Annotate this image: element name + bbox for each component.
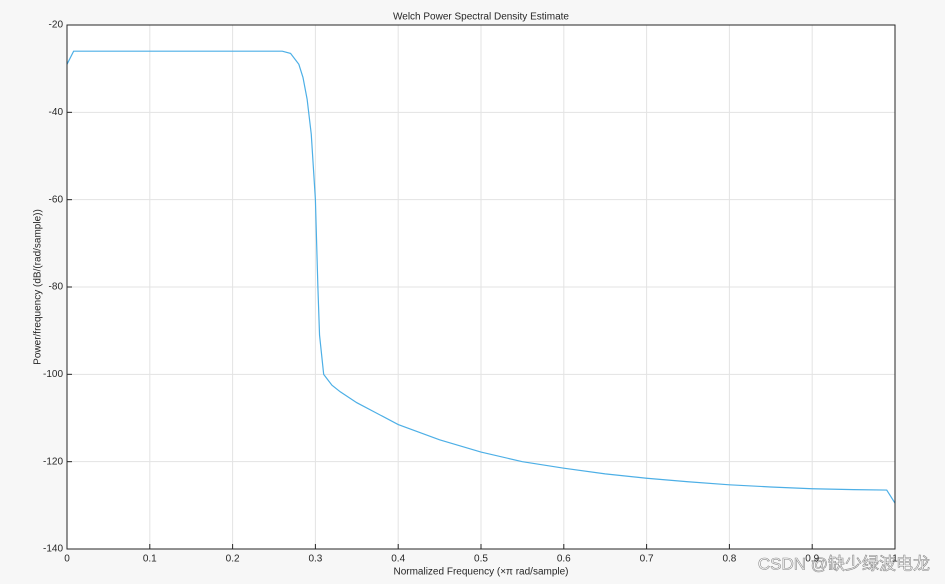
x-tick-label: 1 [892, 554, 898, 565]
watermark: CSDN @缺少绿波电龙 [758, 554, 930, 573]
plot-border [66, 24, 896, 550]
y-tick-label: -100 [43, 369, 63, 380]
y-tick-label: -40 [49, 107, 64, 118]
x-tick-label: 0.1 [143, 554, 157, 565]
y-tick-label: -20 [49, 20, 64, 31]
y-tick-label: -140 [43, 544, 63, 555]
chart-title: Welch Power Spectral Density Estimate [393, 12, 569, 23]
x-axis-label: Normalized Frequency (×π rad/sample) [393, 567, 568, 578]
y-tick-label: -60 [49, 194, 64, 205]
x-tick-label: 0.4 [391, 554, 405, 565]
x-tick-label: 0.6 [557, 554, 571, 565]
y-tick-label: -80 [49, 282, 64, 293]
line-series [66, 50, 896, 504]
x-tick-label: 0.9 [805, 554, 819, 565]
y-tick-label: -120 [43, 456, 63, 467]
x-tick-label: 0.8 [722, 554, 736, 565]
y-axis-label: Power/frequency (dB/(rad/sample)) [33, 209, 44, 365]
x-tick-label: 0.3 [308, 554, 322, 565]
x-tick-label: 0.2 [226, 554, 240, 565]
x-tick-label: 0.5 [474, 554, 488, 565]
x-tick-label: 0 [64, 554, 70, 565]
x-tick-label: 0.7 [640, 554, 654, 565]
